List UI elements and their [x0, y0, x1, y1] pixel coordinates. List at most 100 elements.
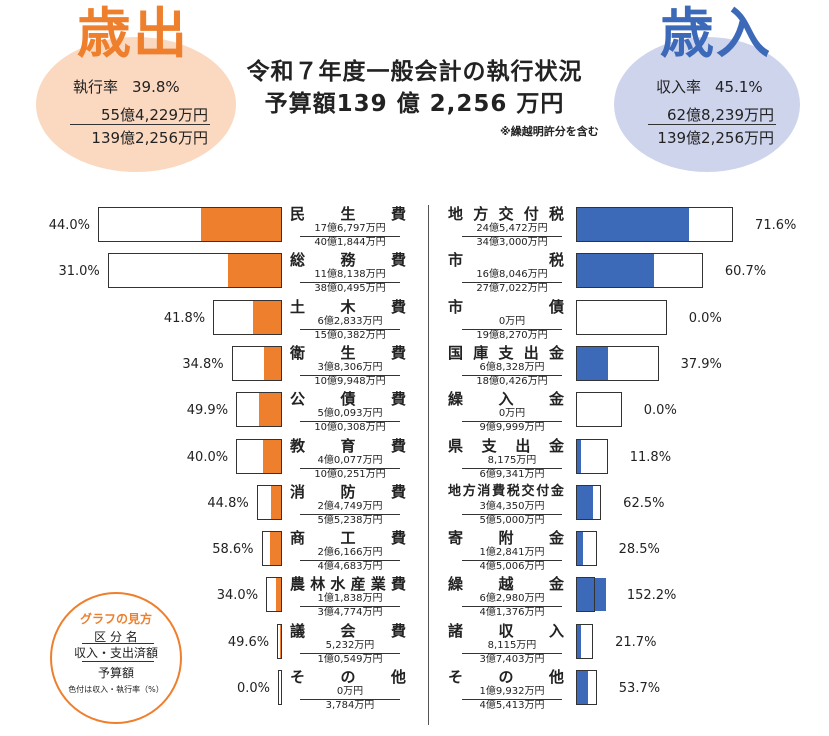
- expenditure-category-name: 衛生費: [290, 344, 406, 362]
- revenue-category-name-char: 出: [515, 436, 531, 455]
- expenditure-category-name: 総務費: [290, 251, 406, 269]
- expenditure-bar-fill: [253, 300, 281, 334]
- revenue-budget: 3億7,403万円: [479, 653, 545, 665]
- revenue-rate-label: 37.9%: [680, 356, 722, 372]
- revenue-category-name: その他: [448, 668, 564, 686]
- revenue-category-name-char: 税: [548, 251, 564, 270]
- expenditure-executed: 5億0,093万円: [317, 408, 383, 420]
- expenditure-category-name-char: 産: [350, 575, 366, 594]
- revenue-row-rule: [462, 374, 562, 376]
- revenue-category-name-char: 方: [462, 483, 476, 499]
- expenditure-category-name-char: 生: [340, 205, 356, 223]
- revenue-bar-fill: [577, 346, 609, 380]
- expenditure-bar-fill: [200, 208, 281, 241]
- expenditure-budget: 5億5,238万円: [317, 514, 383, 526]
- expenditure-category-name: 民生費: [290, 205, 406, 223]
- revenue-rate-label: 60.7%: [724, 264, 767, 280]
- revenue-row-rule: [462, 513, 562, 515]
- expenditure-row-rule: [300, 560, 400, 562]
- expenditure-bar: [107, 253, 282, 289]
- expenditure-category-name-char: 費: [390, 297, 406, 316]
- expenditure-executed: 0万円: [336, 686, 364, 697]
- revenue-budget: 18億0,426万円: [476, 375, 548, 387]
- expenditure-budget: 1億0,549万円: [317, 653, 383, 665]
- revenue-category-name-char: 入: [498, 390, 514, 409]
- revenue-category-name: 地方消費税交付金: [448, 483, 564, 501]
- expenditure-category-name: 教育費: [290, 437, 406, 455]
- expenditure-bar: [236, 438, 282, 474]
- revenue-budget-total: 139億2,256万円: [657, 129, 774, 147]
- expenditure-budget: 10億0,308万円: [314, 422, 386, 434]
- revenue-bar-fill: [577, 254, 654, 288]
- expenditure-category-name-char: 費: [390, 390, 406, 409]
- revenue-category-name: 繰越金: [448, 575, 564, 593]
- revenue-rate-label: 28.5%: [618, 542, 660, 558]
- revenue-category-name-char: 県: [448, 436, 464, 455]
- revenue-rate-label: 収入率: [656, 78, 702, 96]
- revenue-bar-fill: [577, 624, 581, 658]
- revenue-row-rule: [462, 467, 562, 469]
- revenue-category-name: 市税: [448, 251, 564, 269]
- revenue-category-name-char: 支: [481, 436, 497, 455]
- expenditure-category-name-char: の: [340, 668, 356, 686]
- expenditure-budget: 38億0,495万円: [314, 283, 386, 295]
- expenditure-bar: [277, 623, 282, 659]
- expenditure-budget: 3,784万円: [325, 700, 375, 711]
- expenditure-rate-label: 58.6%: [212, 542, 254, 558]
- revenue-rate-label: 0.0%: [643, 403, 677, 419]
- expenditure-category-name-char: 教: [290, 436, 306, 455]
- expenditure-row-rule: [300, 236, 400, 237]
- revenue-executed: 1億2,841万円: [479, 547, 545, 559]
- expenditure-bar: [266, 577, 282, 613]
- expenditure-executed: 1億1,838万円: [317, 593, 383, 605]
- revenue-rate-value: 45.1%: [715, 78, 763, 96]
- expenditure-executed: 2億6,166万円: [317, 547, 383, 559]
- revenue-category-name: 地方交付税: [448, 205, 564, 223]
- expenditure-category-name-char: 費: [390, 205, 406, 223]
- expenditure-rate-label: 44.0%: [48, 218, 90, 233]
- revenue-category-name-char: 交: [498, 205, 514, 223]
- expenditure-fraction-rule: [70, 124, 210, 125]
- expenditure-executed: 3億8,306万円: [317, 361, 383, 373]
- expenditure-category-name-char: 消: [290, 482, 306, 501]
- expenditure-summary-bubble: [36, 37, 236, 172]
- center-divider: [428, 205, 429, 725]
- revenue-budget: 6億9,341万円: [479, 468, 545, 480]
- legend-executed-label: 収入・支出済額: [73, 646, 158, 660]
- expenditure-category-name-char: 議: [290, 621, 306, 640]
- expenditure-row-rule: [300, 421, 400, 423]
- revenue-budget: 34億3,000万円: [476, 237, 548, 248]
- revenue-budget: 4億5,006万円: [479, 561, 545, 573]
- revenue-category-name: 繰入金: [448, 390, 564, 408]
- expenditure-bar-fill: [270, 532, 281, 566]
- expenditure-category-name-char: 業: [370, 575, 386, 594]
- expenditure-executed: 2億4,749万円: [317, 500, 383, 512]
- expenditure-rate-value: 39.8%: [132, 78, 180, 96]
- expenditure-budget: 3億4,774万円: [317, 607, 383, 619]
- expenditure-budget: 40億1,844万円: [314, 237, 386, 248]
- revenue-bar-budget-mark: [593, 578, 595, 612]
- revenue-bar: [576, 623, 594, 659]
- revenue-budget: 5億5,000万円: [479, 514, 545, 526]
- revenue-category-name-char: 他: [548, 668, 564, 686]
- expenditure-row-rule: [300, 282, 400, 284]
- expenditure-rate-label: 49.9%: [186, 403, 229, 419]
- revenue-executed: 16億8,046万円: [476, 269, 548, 281]
- expenditure-bar: [256, 484, 282, 520]
- expenditure-category-name-char: 費: [390, 529, 406, 548]
- expenditure-bar: [278, 670, 282, 705]
- expenditure-bar-fill: [259, 393, 281, 427]
- revenue-category-name-char: 費: [492, 483, 506, 499]
- expenditure-budget: 15億0,382万円: [314, 329, 386, 341]
- revenue-executed: 8,115万円: [487, 639, 537, 651]
- revenue-rate-label: 71.6%: [755, 218, 797, 233]
- revenue-category-name-char: 附: [498, 529, 514, 548]
- expenditure-executed: 4億0,077万円: [317, 454, 383, 466]
- revenue-category-name-char: 債: [548, 297, 564, 316]
- revenue-category-name-char: 金: [548, 436, 564, 455]
- revenue-bar: [576, 345, 659, 381]
- revenue-budget: 9億9,999万円: [479, 422, 545, 434]
- expenditure-category-name-char: 他: [390, 668, 406, 686]
- revenue-category-name-char: 金: [550, 483, 564, 499]
- expenditure-bar: [213, 299, 282, 335]
